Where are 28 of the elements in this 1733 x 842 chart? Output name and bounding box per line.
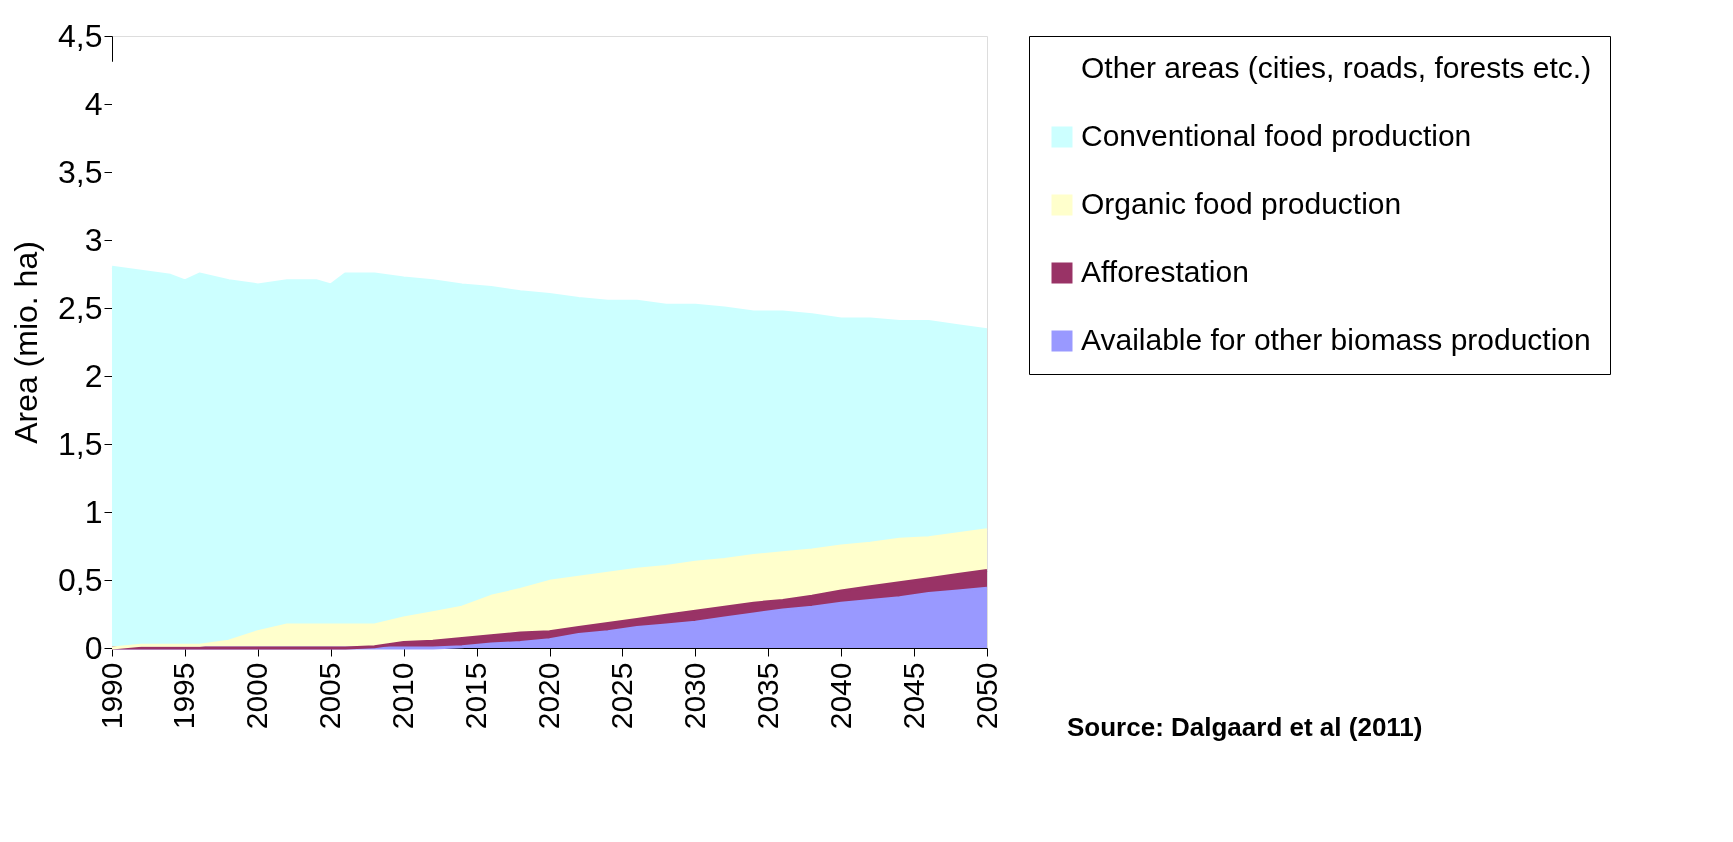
x-tick-label: 2035 — [750, 662, 784, 730]
y-tick-label: 4 — [84, 85, 103, 122]
x-tick-label: 2000 — [240, 662, 274, 730]
y-tick-label: 3 — [84, 221, 103, 258]
text: Other areas (cities, roads, forests etc.) — [1081, 51, 1592, 84]
x-tick-label: 2030 — [677, 662, 711, 730]
x-tick-label: 2005 — [313, 662, 347, 730]
y-tick-label: 1,5 — [58, 425, 103, 462]
y-tick-label: 0,5 — [58, 561, 103, 598]
x-tick-label: 2040 — [823, 662, 857, 730]
y-tick-label: 3,5 — [58, 153, 103, 190]
legend-label: Organic food production — [1081, 187, 1402, 220]
y-tick-label: 4,5 — [58, 17, 103, 54]
x-tick-label: 2050 — [969, 662, 1003, 730]
x-tick-label: 2020 — [532, 662, 565, 730]
x-tick-label: 1995 — [167, 662, 201, 730]
y-axis-title: Area (mio. ha) — [8, 241, 45, 444]
y-tick-label: 2,5 — [58, 289, 103, 326]
legend-label: Conventional food production — [1081, 119, 1472, 152]
y-tick-label: 1 — [84, 493, 103, 530]
legend-label: Available for other biomass production — [1081, 323, 1591, 356]
source-note: Source: Dalgaard et al (2011) — [1067, 712, 1423, 742]
y-tick-label: 2 — [84, 357, 103, 394]
x-tick-label: 2025 — [604, 662, 638, 730]
x-tick-label: 2045 — [896, 662, 930, 730]
x-tick-label: 2010 — [386, 662, 420, 730]
x-tick-label: 2015 — [459, 662, 493, 730]
legend-label: Afforestation — [1081, 255, 1249, 288]
